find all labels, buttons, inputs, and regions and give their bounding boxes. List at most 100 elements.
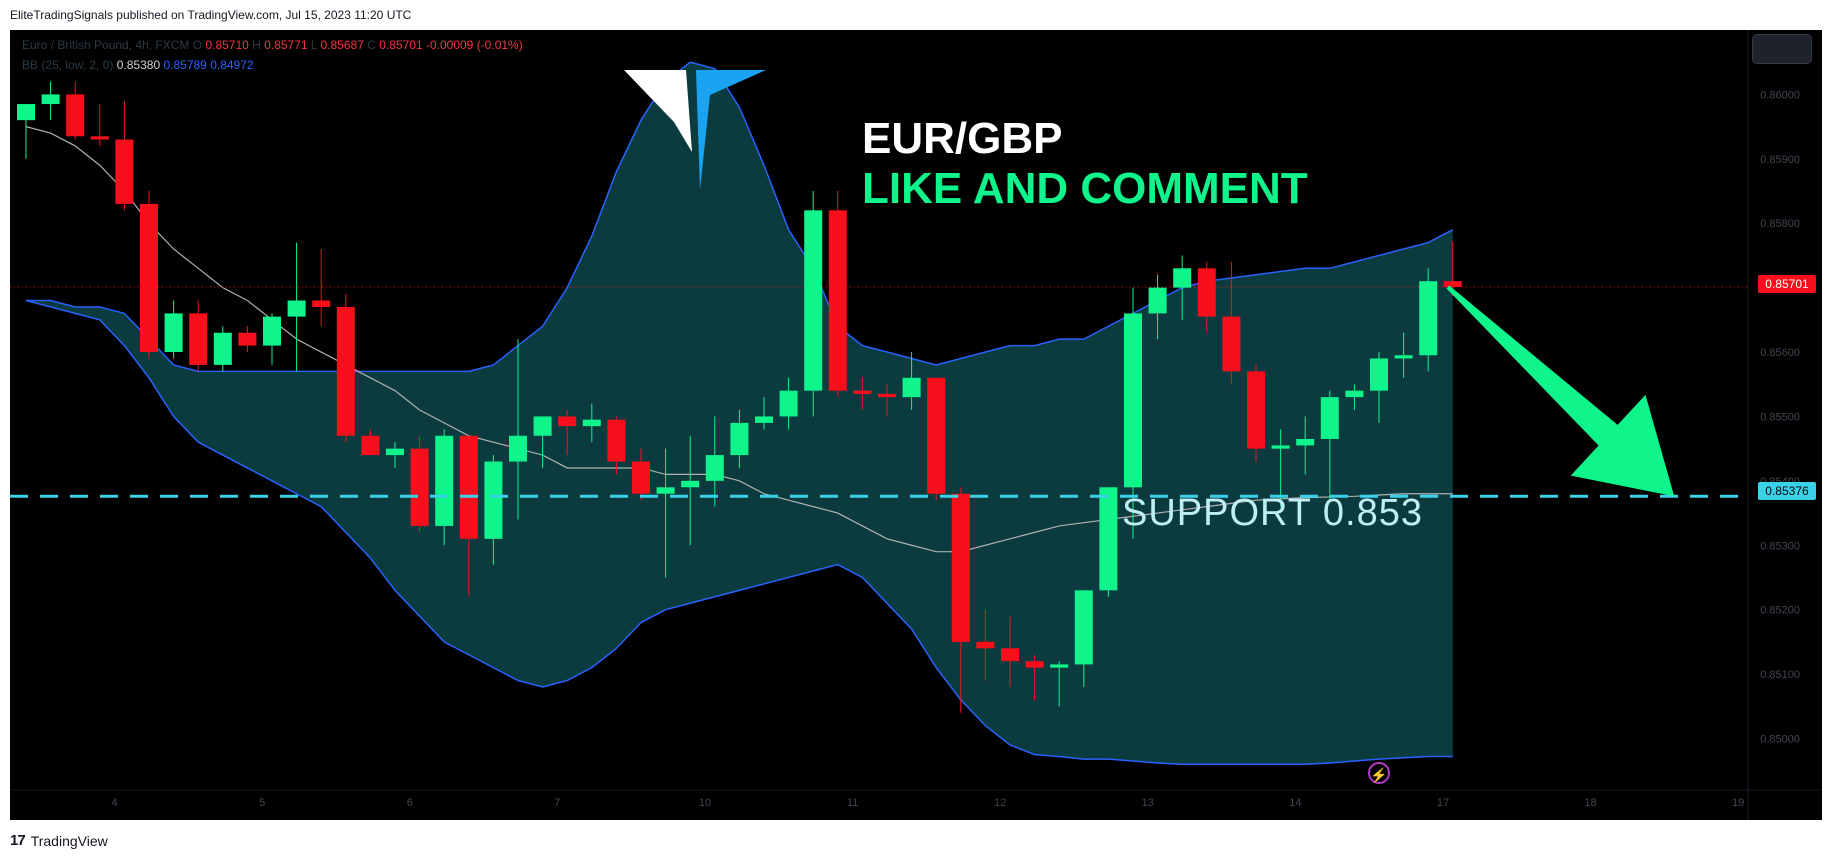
- candle-body: [164, 313, 183, 353]
- bb-lower-value: 0.84972: [210, 58, 254, 72]
- open-value: 0.85710: [205, 38, 249, 52]
- time-tick-label: 6: [407, 797, 413, 809]
- candle-body: [976, 641, 995, 649]
- candle-body: [1271, 445, 1290, 449]
- candle-body: [1001, 648, 1019, 662]
- footer-brand-text: TradingView: [30, 832, 108, 849]
- elite-trading-logo-icon: [624, 70, 692, 152]
- candle-body: [533, 416, 552, 436]
- candle-body: [484, 461, 503, 539]
- candle-body: [238, 332, 257, 346]
- low-value: 0.85687: [320, 38, 364, 52]
- time-tick-label: 5: [259, 797, 265, 809]
- symbol-legend: Euro / British Pound, 4h, FXCM O 0.85710…: [22, 38, 523, 52]
- tradingview-logo-icon: 17: [10, 832, 26, 849]
- like-comment-text: LIKE AND COMMENT: [862, 164, 1308, 213]
- candle-body: [312, 300, 331, 307]
- candle-body: [66, 94, 85, 137]
- footer-brand: 17 TradingView: [10, 832, 108, 849]
- candle-body: [41, 94, 60, 105]
- candle-body: [1394, 355, 1413, 359]
- bb-basis-value: 0.85380: [116, 58, 161, 72]
- candle-body: [1443, 281, 1462, 287]
- candle-body: [902, 377, 921, 398]
- high-value: 0.85771: [264, 38, 308, 52]
- price-tick-label: 0.85800: [1760, 218, 1800, 230]
- candle-body: [1025, 661, 1044, 668]
- candle-body: [1124, 313, 1142, 488]
- candle-body: [140, 203, 158, 353]
- candle-body: [1148, 287, 1167, 314]
- candle-body: [459, 435, 478, 539]
- candle-body: [1074, 590, 1093, 665]
- time-tick-label: 17: [1437, 797, 1449, 809]
- candle-body: [189, 313, 208, 365]
- bb-upper-value: 0.85789: [163, 58, 207, 72]
- time-tick-label: 18: [1584, 797, 1596, 809]
- chart-settings-button[interactable]: [1752, 34, 1812, 64]
- candle-body: [287, 300, 306, 317]
- price-tick-label: 0.85000: [1760, 733, 1800, 745]
- candle-body: [263, 316, 281, 346]
- candle-body: [386, 448, 404, 456]
- support-price-tag: 0.85376: [1758, 482, 1816, 500]
- candle-body: [853, 390, 872, 394]
- candle-body: [1222, 316, 1241, 372]
- time-tick-label: 11: [847, 797, 858, 809]
- time-tick-label: 12: [994, 797, 1006, 809]
- time-tick-label: 10: [699, 797, 711, 809]
- bb-legend: BB (25, low, 2, 0) 0.85380 0.85789 0.849…: [22, 58, 254, 72]
- candle-body: [1345, 390, 1364, 398]
- candle-body: [582, 419, 601, 427]
- candle-body: [607, 419, 626, 462]
- candle-body: [1419, 281, 1438, 356]
- candle-body: [1296, 438, 1315, 446]
- candle-body: [1197, 268, 1216, 317]
- symbol-name: Euro / British Pound, 4h, FXCM: [22, 38, 190, 52]
- lightning-icon[interactable]: ⚡: [1368, 762, 1390, 784]
- time-tick-label: 13: [1142, 797, 1154, 809]
- candle-body: [951, 493, 970, 642]
- candle-body: [336, 306, 355, 436]
- candle-body: [1050, 664, 1069, 668]
- elite-trading-logo-icon: [696, 70, 766, 190]
- candle-body: [804, 210, 823, 391]
- price-tick-label: 0.85100: [1760, 669, 1800, 681]
- price-tick-label: 0.85600: [1760, 347, 1800, 359]
- candle-body: [410, 448, 429, 526]
- candle-body: [828, 210, 847, 391]
- candle-body: [730, 422, 749, 456]
- candle-body: [17, 104, 35, 121]
- price-tick-label: 0.85300: [1760, 540, 1800, 552]
- candle-body: [1173, 268, 1192, 288]
- price-tick-label: 0.85900: [1760, 154, 1800, 166]
- time-tick-label: 19: [1732, 797, 1744, 809]
- candle-body: [878, 393, 896, 398]
- candle-body: [90, 136, 109, 140]
- bb-label: BB (25, low, 2, 0): [22, 58, 114, 72]
- open-key: O: [192, 38, 203, 52]
- chart-area[interactable]: 0.860000.859000.858000.857000.856000.855…: [10, 30, 1822, 820]
- candle-body: [213, 332, 232, 365]
- price-tick-label: 0.86000: [1760, 89, 1800, 101]
- candle-body: [755, 416, 773, 423]
- time-tick-label: 4: [111, 797, 117, 809]
- pair-title: EUR/GBP: [862, 114, 1063, 163]
- candle-body: [779, 390, 798, 417]
- last-price-tag: 0.85701: [1758, 275, 1816, 293]
- high-key: H: [252, 38, 261, 52]
- candle-body: [1320, 397, 1339, 439]
- candle-body: [115, 139, 134, 204]
- support-annotation: SUPPORT 0.853: [1122, 492, 1423, 534]
- price-tick-label: 0.85500: [1760, 411, 1800, 423]
- projection-arrow: [1446, 285, 1675, 497]
- time-tick-label: 7: [554, 797, 560, 809]
- bb-basis-line: [25, 126, 1453, 553]
- low-key: L: [310, 38, 318, 52]
- candle-body: [1370, 358, 1388, 391]
- price-tick-label: 0.85200: [1760, 605, 1800, 617]
- bb-lower-line: [25, 299, 1453, 765]
- candle-body: [1099, 487, 1118, 591]
- candle-body: [509, 435, 527, 462]
- price-axis: [1748, 30, 1822, 820]
